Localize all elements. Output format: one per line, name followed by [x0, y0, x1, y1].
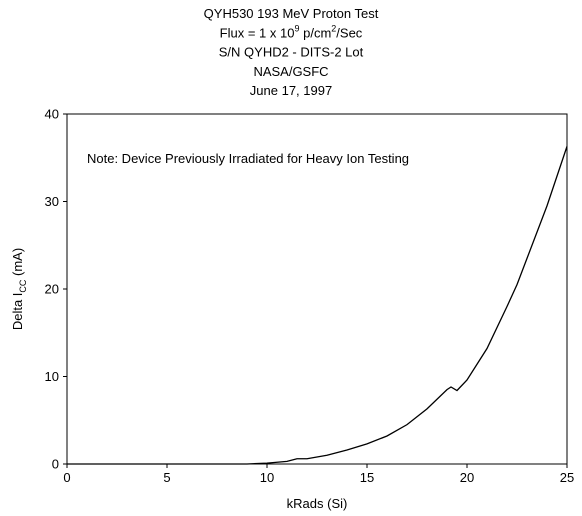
data-line [67, 146, 568, 465]
x-tick-label: 0 [63, 470, 70, 485]
text-part: S/N QYHD2 - DITS-2 Lot [219, 45, 364, 60]
y-axis-label: Delta ICC (mA) [10, 248, 28, 330]
y-tick-label: 30 [45, 194, 59, 209]
script-text: 2 [331, 23, 336, 33]
x-tick-label: 10 [260, 470, 274, 485]
chart-title: June 17, 1997 [250, 83, 332, 98]
text-part: QYH530 193 MeV Proton Test [204, 6, 379, 21]
plot-frame [66, 113, 568, 465]
y-tick-label: 10 [45, 369, 59, 384]
text-part: Delta I [10, 293, 25, 331]
x-tick-label: 5 [163, 470, 170, 485]
text-part: (mA) [10, 248, 25, 280]
y-tick-label: 20 [45, 282, 59, 297]
chart-title: S/N QYHD2 - DITS-2 Lot [219, 45, 364, 60]
y-tick-label: 0 [52, 457, 59, 472]
x-tick-label: 20 [460, 470, 474, 485]
script-text: CC [18, 279, 28, 292]
text-part: NASA/GSFC [253, 64, 328, 79]
x-axis-label: kRads (Si) [287, 496, 348, 511]
annotation: Note: Device Previously Irradiated for H… [87, 151, 409, 166]
text-part: June 17, 1997 [250, 83, 332, 98]
chart-title: QYH530 193 MeV Proton Test [204, 6, 379, 21]
chart-title: Flux = 1 x 109 p/cm2/Sec [220, 23, 363, 40]
chart-title: NASA/GSFC [253, 64, 328, 79]
text-part: Flux = 1 x 10 [220, 25, 295, 40]
script-text: 9 [294, 23, 299, 33]
text-part: /Sec [336, 25, 363, 40]
x-tick-label: 15 [360, 470, 374, 485]
x-tick-label: 25 [560, 470, 574, 485]
y-tick-label: 40 [45, 107, 59, 122]
text-part: p/cm [299, 25, 331, 40]
